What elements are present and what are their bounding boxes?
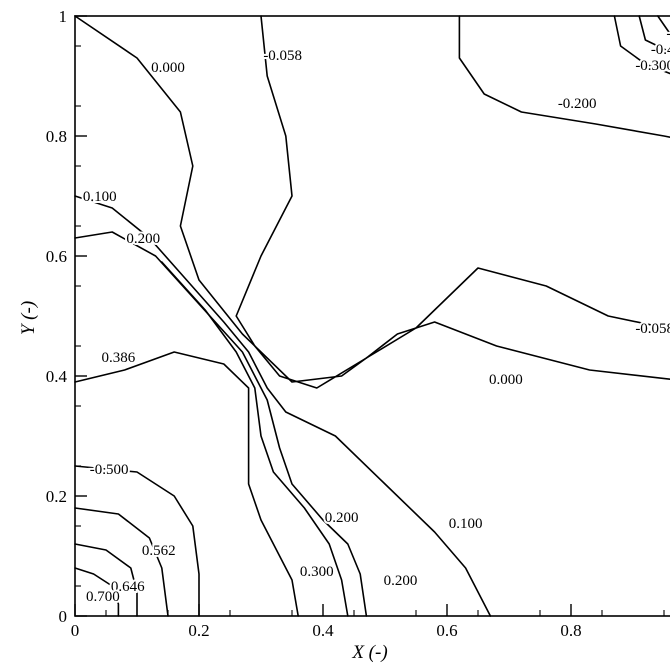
x-tick-label: 0.8 xyxy=(560,621,581,640)
axes xyxy=(74,15,670,617)
contour-label: -0.200 xyxy=(558,96,597,112)
contour-label: -0.058 xyxy=(263,48,302,64)
y-tick-label: 1 xyxy=(59,7,68,26)
contour-line xyxy=(656,15,670,35)
contour-line xyxy=(74,507,169,617)
contour-label: 0.100 xyxy=(83,189,117,205)
contour-label: 0.000 xyxy=(489,372,523,388)
contour-label: -0.500 xyxy=(666,26,670,42)
contour-line xyxy=(74,543,138,617)
y-tick-label: 0.8 xyxy=(46,127,67,146)
contour-line xyxy=(74,195,492,617)
contour-lines xyxy=(74,15,670,617)
contour-label: 0.562 xyxy=(142,543,176,559)
contour-label: -0.500 xyxy=(90,462,129,478)
contour-line xyxy=(613,15,670,75)
y-tick-label: 0.6 xyxy=(46,247,67,266)
x-axis-title: X (-) xyxy=(351,642,387,663)
contour-label: 0.200 xyxy=(325,510,359,526)
x-tick-label: 0.6 xyxy=(436,621,457,640)
contour-line xyxy=(74,465,200,617)
contour-line xyxy=(235,15,670,389)
contour-line xyxy=(74,231,368,617)
x-tick-label: 0.2 xyxy=(188,621,209,640)
x-tick-label: 0.4 xyxy=(312,621,334,640)
x-tick-label: 0 xyxy=(71,621,80,640)
contour-label: 0.200 xyxy=(126,231,160,247)
contour-label: 0.386 xyxy=(102,350,136,366)
y-axis-title: Y (-) xyxy=(18,301,39,335)
y-tick-label: 0.4 xyxy=(46,367,68,386)
contour-label: -0.400 xyxy=(651,42,670,58)
y-tick-label: 0.2 xyxy=(46,487,67,506)
contour-line xyxy=(458,15,670,138)
contour-label: 0.200 xyxy=(384,573,418,589)
contour-label: 0.700 xyxy=(86,589,120,605)
y-tick-label: 0 xyxy=(59,607,68,626)
contour-line xyxy=(638,15,670,53)
contour-label: -0.058 xyxy=(635,321,670,337)
contour-line xyxy=(74,567,120,617)
plot-frame xyxy=(74,15,670,617)
contour-line xyxy=(161,261,349,617)
contour-label: -0.300 xyxy=(635,58,670,74)
contour-labels: 0.000-0.058-0.200-0.300-0.400-0.5000.100… xyxy=(81,24,670,607)
contour-label: 0.000 xyxy=(151,60,185,76)
contour-label: 0.646 xyxy=(111,579,145,595)
axis-ticks: 0 0.2 0.4 0.6 0.8 0 0.2 0.4 0.6 0.8 1 xyxy=(46,7,665,640)
contour-line xyxy=(74,351,300,617)
contour-label: 0.300 xyxy=(300,564,334,580)
contour-line xyxy=(74,15,670,383)
contour-label: 0.100 xyxy=(449,516,483,532)
